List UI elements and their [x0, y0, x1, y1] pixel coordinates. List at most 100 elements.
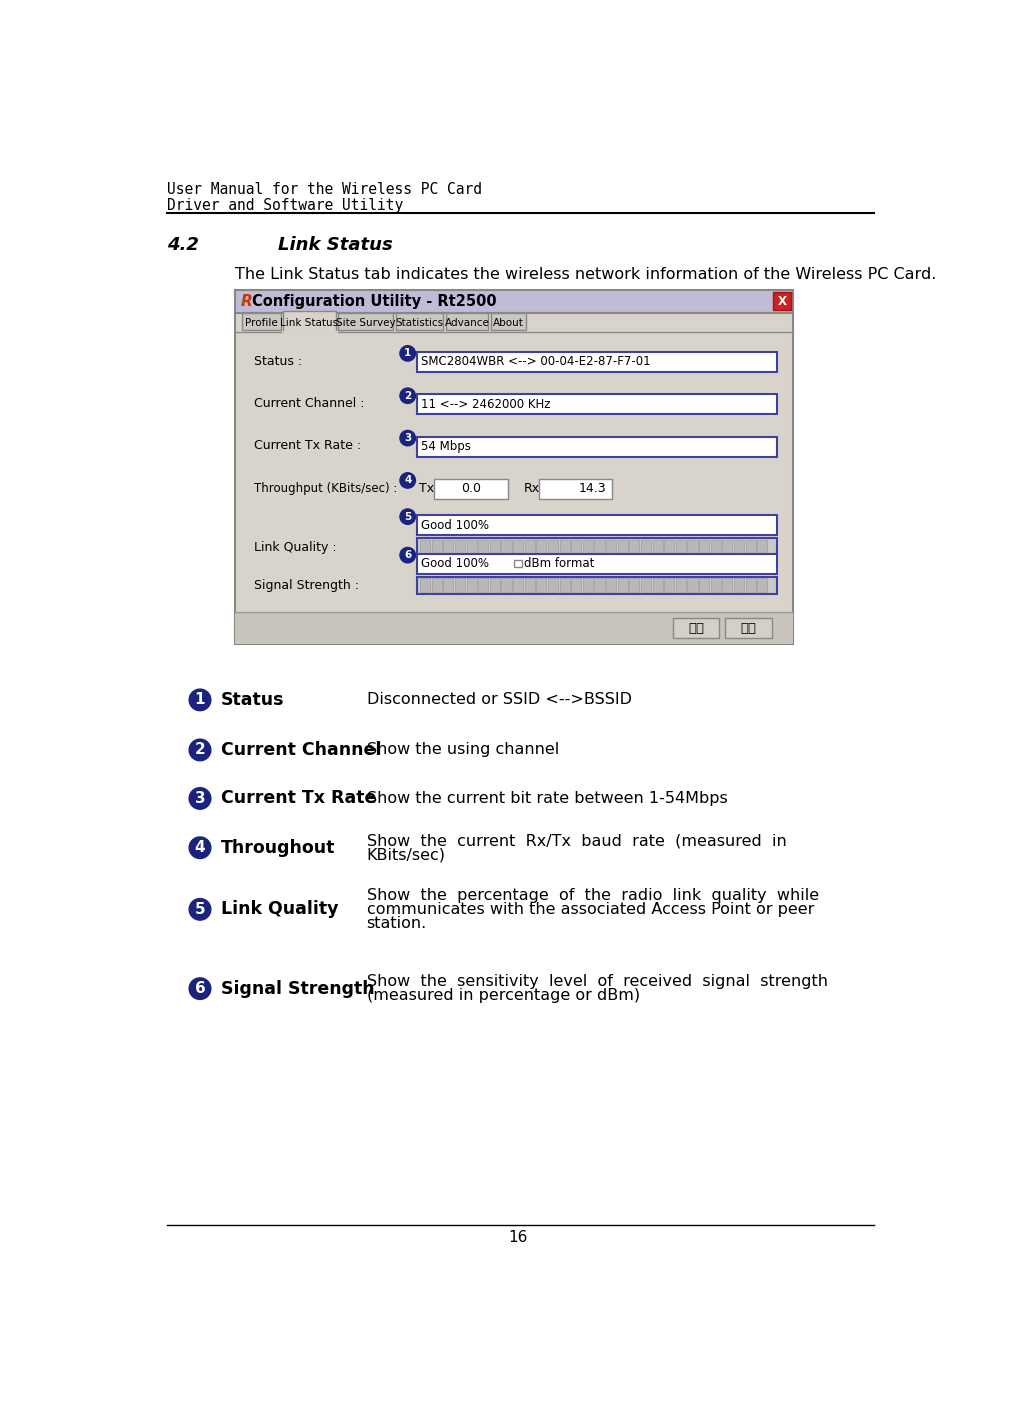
Bar	[235, 291, 793, 313]
Text: Show the current bit rate between 1-54Mbps: Show the current bit rate between 1-54Mb…	[367, 791, 727, 806]
Circle shape	[189, 688, 211, 711]
Bar	[652, 540, 662, 554]
Bar	[641, 540, 651, 554]
Bar	[417, 351, 777, 372]
Bar	[455, 579, 465, 592]
Circle shape	[189, 739, 211, 760]
Text: 0.0: 0.0	[461, 482, 481, 496]
Bar	[396, 312, 443, 330]
Bar	[525, 540, 535, 554]
Text: Advance: Advance	[445, 318, 489, 327]
Text: User Manual for the Wireless PC Card: User Manual for the Wireless PC Card	[167, 183, 481, 198]
Bar	[607, 579, 616, 592]
Text: Good 100%: Good 100%	[421, 518, 489, 531]
Circle shape	[400, 548, 416, 563]
Text: 4.2: 4.2	[167, 236, 198, 254]
Text: dBm format: dBm format	[524, 558, 594, 570]
Bar	[490, 540, 499, 554]
Bar	[467, 579, 476, 592]
Bar	[571, 540, 581, 554]
Bar	[664, 540, 674, 554]
Bar	[583, 540, 592, 554]
Bar	[757, 579, 767, 592]
Text: 6: 6	[195, 981, 205, 996]
Text: X: X	[777, 295, 787, 308]
Text: (measured in percentage or dBm): (measured in percentage or dBm)	[367, 988, 640, 1003]
Bar	[618, 579, 628, 592]
Bar	[444, 540, 453, 554]
Bar	[711, 540, 721, 554]
Text: Show the using channel: Show the using channel	[367, 742, 559, 757]
Bar	[537, 540, 546, 554]
Text: ₄: ₄	[241, 298, 245, 306]
Text: 說明: 說明	[741, 622, 756, 635]
Text: Throughput (KBits/sec) :: Throughput (KBits/sec) :	[254, 482, 397, 495]
Bar	[514, 559, 522, 568]
Bar	[432, 579, 442, 592]
Bar	[675, 579, 685, 592]
Bar	[446, 312, 488, 330]
Bar	[417, 437, 777, 457]
Text: R: R	[241, 294, 253, 309]
Text: Profile: Profile	[245, 318, 278, 327]
Bar	[417, 538, 777, 555]
Bar	[687, 579, 698, 592]
Bar	[722, 579, 732, 592]
Bar	[432, 540, 442, 554]
Text: KBits/sec): KBits/sec)	[367, 847, 446, 863]
Bar	[571, 579, 581, 592]
Circle shape	[400, 430, 416, 445]
Bar	[618, 540, 628, 554]
Bar	[594, 579, 605, 592]
Text: Link Status: Link Status	[280, 319, 339, 329]
Text: 11 <--> 2462000 KHz: 11 <--> 2462000 KHz	[421, 398, 550, 410]
Bar	[421, 579, 430, 592]
Text: Good 100%: Good 100%	[421, 558, 489, 570]
Bar	[672, 618, 719, 638]
Text: 5: 5	[195, 902, 205, 917]
Text: 確定: 確定	[688, 622, 704, 635]
Text: Disconnected or SSID <-->BSSID: Disconnected or SSID <-->BSSID	[367, 693, 632, 707]
Text: Link Quality: Link Quality	[221, 901, 339, 919]
Text: 3: 3	[404, 433, 411, 443]
Circle shape	[189, 978, 211, 999]
Text: 6: 6	[404, 551, 411, 561]
Text: SMC2804WBR <--> 00-04-E2-87-F7-01: SMC2804WBR <--> 00-04-E2-87-F7-01	[421, 355, 650, 368]
Text: Current Tx Rate: Current Tx Rate	[221, 790, 376, 808]
Bar	[699, 579, 709, 592]
Bar	[594, 540, 605, 554]
Bar	[490, 579, 499, 592]
Text: 2: 2	[195, 742, 205, 757]
Bar	[514, 540, 523, 554]
Bar	[235, 613, 793, 645]
Text: Driver and Software Utility: Driver and Software Utility	[167, 198, 403, 214]
Text: Status: Status	[221, 691, 284, 710]
Text: communicates with the associated Access Point or peer: communicates with the associated Access …	[367, 902, 814, 917]
Text: 1: 1	[404, 348, 411, 358]
Bar	[641, 579, 651, 592]
Bar	[745, 540, 755, 554]
Bar	[235, 313, 793, 645]
Circle shape	[189, 899, 211, 920]
Bar	[630, 540, 639, 554]
Bar	[417, 554, 777, 573]
Text: 14.3: 14.3	[578, 482, 607, 496]
Circle shape	[400, 388, 416, 403]
Text: Link Status: Link Status	[277, 236, 392, 254]
Text: 4: 4	[195, 840, 205, 856]
Text: Current Channel: Current Channel	[221, 740, 381, 759]
Text: Site Survey: Site Survey	[336, 318, 395, 327]
Text: Show  the  percentage  of  the  radio  link  quality  while: Show the percentage of the radio link qu…	[367, 888, 819, 903]
Text: Signal Strength: Signal Strength	[221, 979, 374, 998]
Bar	[417, 516, 777, 535]
Bar	[757, 540, 767, 554]
Text: Current Tx Rate :: Current Tx Rate :	[254, 440, 361, 452]
Bar	[478, 540, 488, 554]
Circle shape	[400, 346, 416, 361]
Text: Signal Strength :: Signal Strength :	[254, 579, 359, 593]
Text: Tx: Tx	[420, 482, 435, 496]
Text: Status :: Status :	[254, 354, 302, 368]
Bar	[711, 579, 721, 592]
Bar	[734, 579, 744, 592]
Bar	[630, 579, 639, 592]
